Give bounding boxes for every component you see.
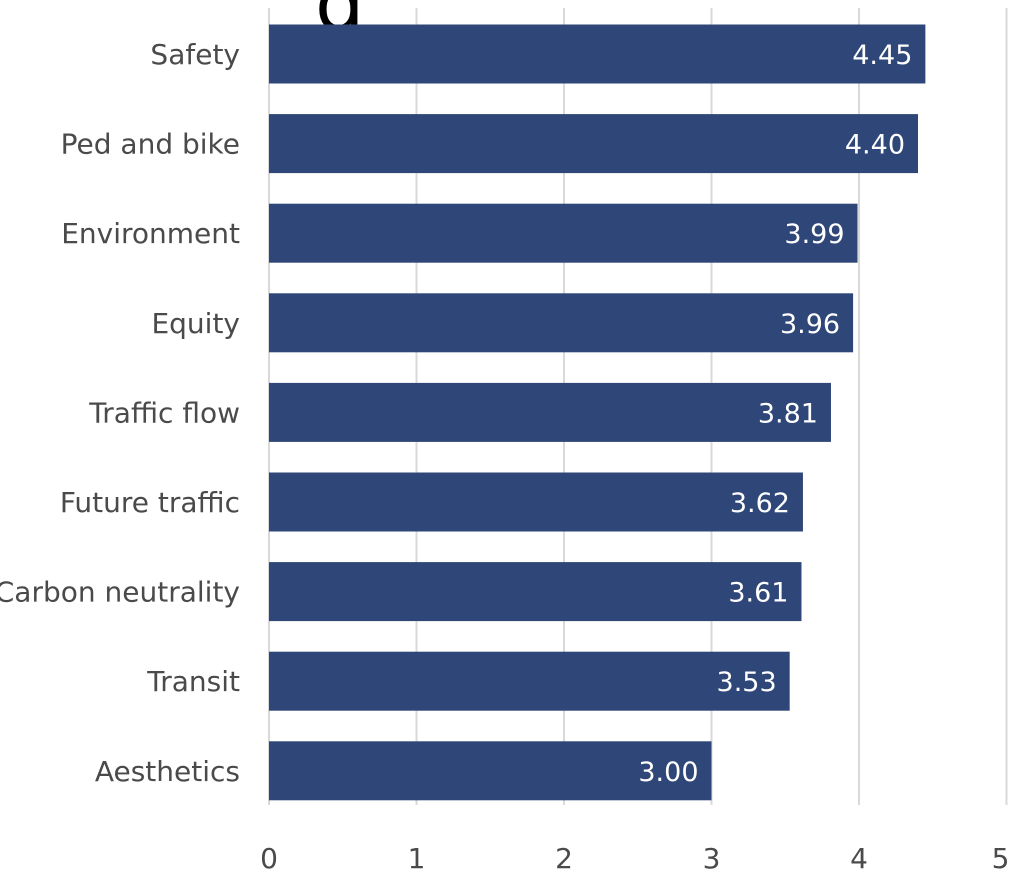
bar-value-label-ped-and-bike: 4.40	[845, 130, 905, 161]
bar-value-label-aesthetics: 3.00	[638, 757, 698, 788]
bar-safety	[269, 24, 926, 84]
x-tick-label-3: 3	[703, 842, 721, 869]
x-tick-label-5: 5	[992, 842, 1010, 869]
bar-transit	[269, 651, 790, 711]
bar-value-label-carbon-neutrality: 3.61	[728, 578, 788, 609]
category-labels: Safety Ped and bike Environment Equity Traff…	[0, 38, 240, 788]
bar-value-label-future-traffic: 3.62	[730, 488, 790, 519]
bar-future-traffic	[269, 472, 803, 532]
category-label-traffic-flow: Traffic flow	[88, 396, 240, 429]
category-label-aesthetics: Aesthetics	[95, 755, 240, 788]
x-tick-label-2: 2	[555, 842, 573, 869]
x-tick-label-1: 1	[408, 842, 426, 869]
category-label-ped-and-bike: Ped and bike	[61, 128, 240, 161]
category-label-future-traffic: Future traffic	[60, 486, 240, 519]
bar-aesthetics	[269, 741, 712, 801]
category-label-carbon-neutrality: Carbon neutrality	[0, 576, 240, 609]
bar-value-label-traffic-flow: 3.81	[758, 398, 818, 429]
category-label-transit: Transit	[146, 665, 240, 698]
x-tick-label-0: 0	[260, 842, 278, 869]
bar-carbon-neutrality	[269, 562, 802, 622]
bar-environment	[269, 203, 858, 263]
bar-value-label-transit: 3.53	[717, 667, 777, 698]
category-label-safety: Safety	[150, 38, 240, 71]
bar-ped-and-bike	[269, 114, 918, 174]
category-label-equity: Equity	[151, 307, 240, 340]
bar-traffic-flow	[269, 382, 831, 442]
bars: 4.45 4.40 3.99 3.96 3.81 3.62 3.61 3.53 3.00	[269, 24, 926, 801]
x-axis-ticks: 0 1 2 3 4 5	[260, 842, 1009, 869]
bar-equity	[269, 293, 854, 353]
x-tick-label-4: 4	[850, 842, 868, 869]
bar-value-label-safety: 4.45	[852, 40, 912, 71]
category-label-environment: Environment	[61, 217, 240, 250]
bar-value-label-environment: 3.99	[784, 219, 844, 250]
bar-value-label-equity: 3.96	[780, 309, 840, 340]
